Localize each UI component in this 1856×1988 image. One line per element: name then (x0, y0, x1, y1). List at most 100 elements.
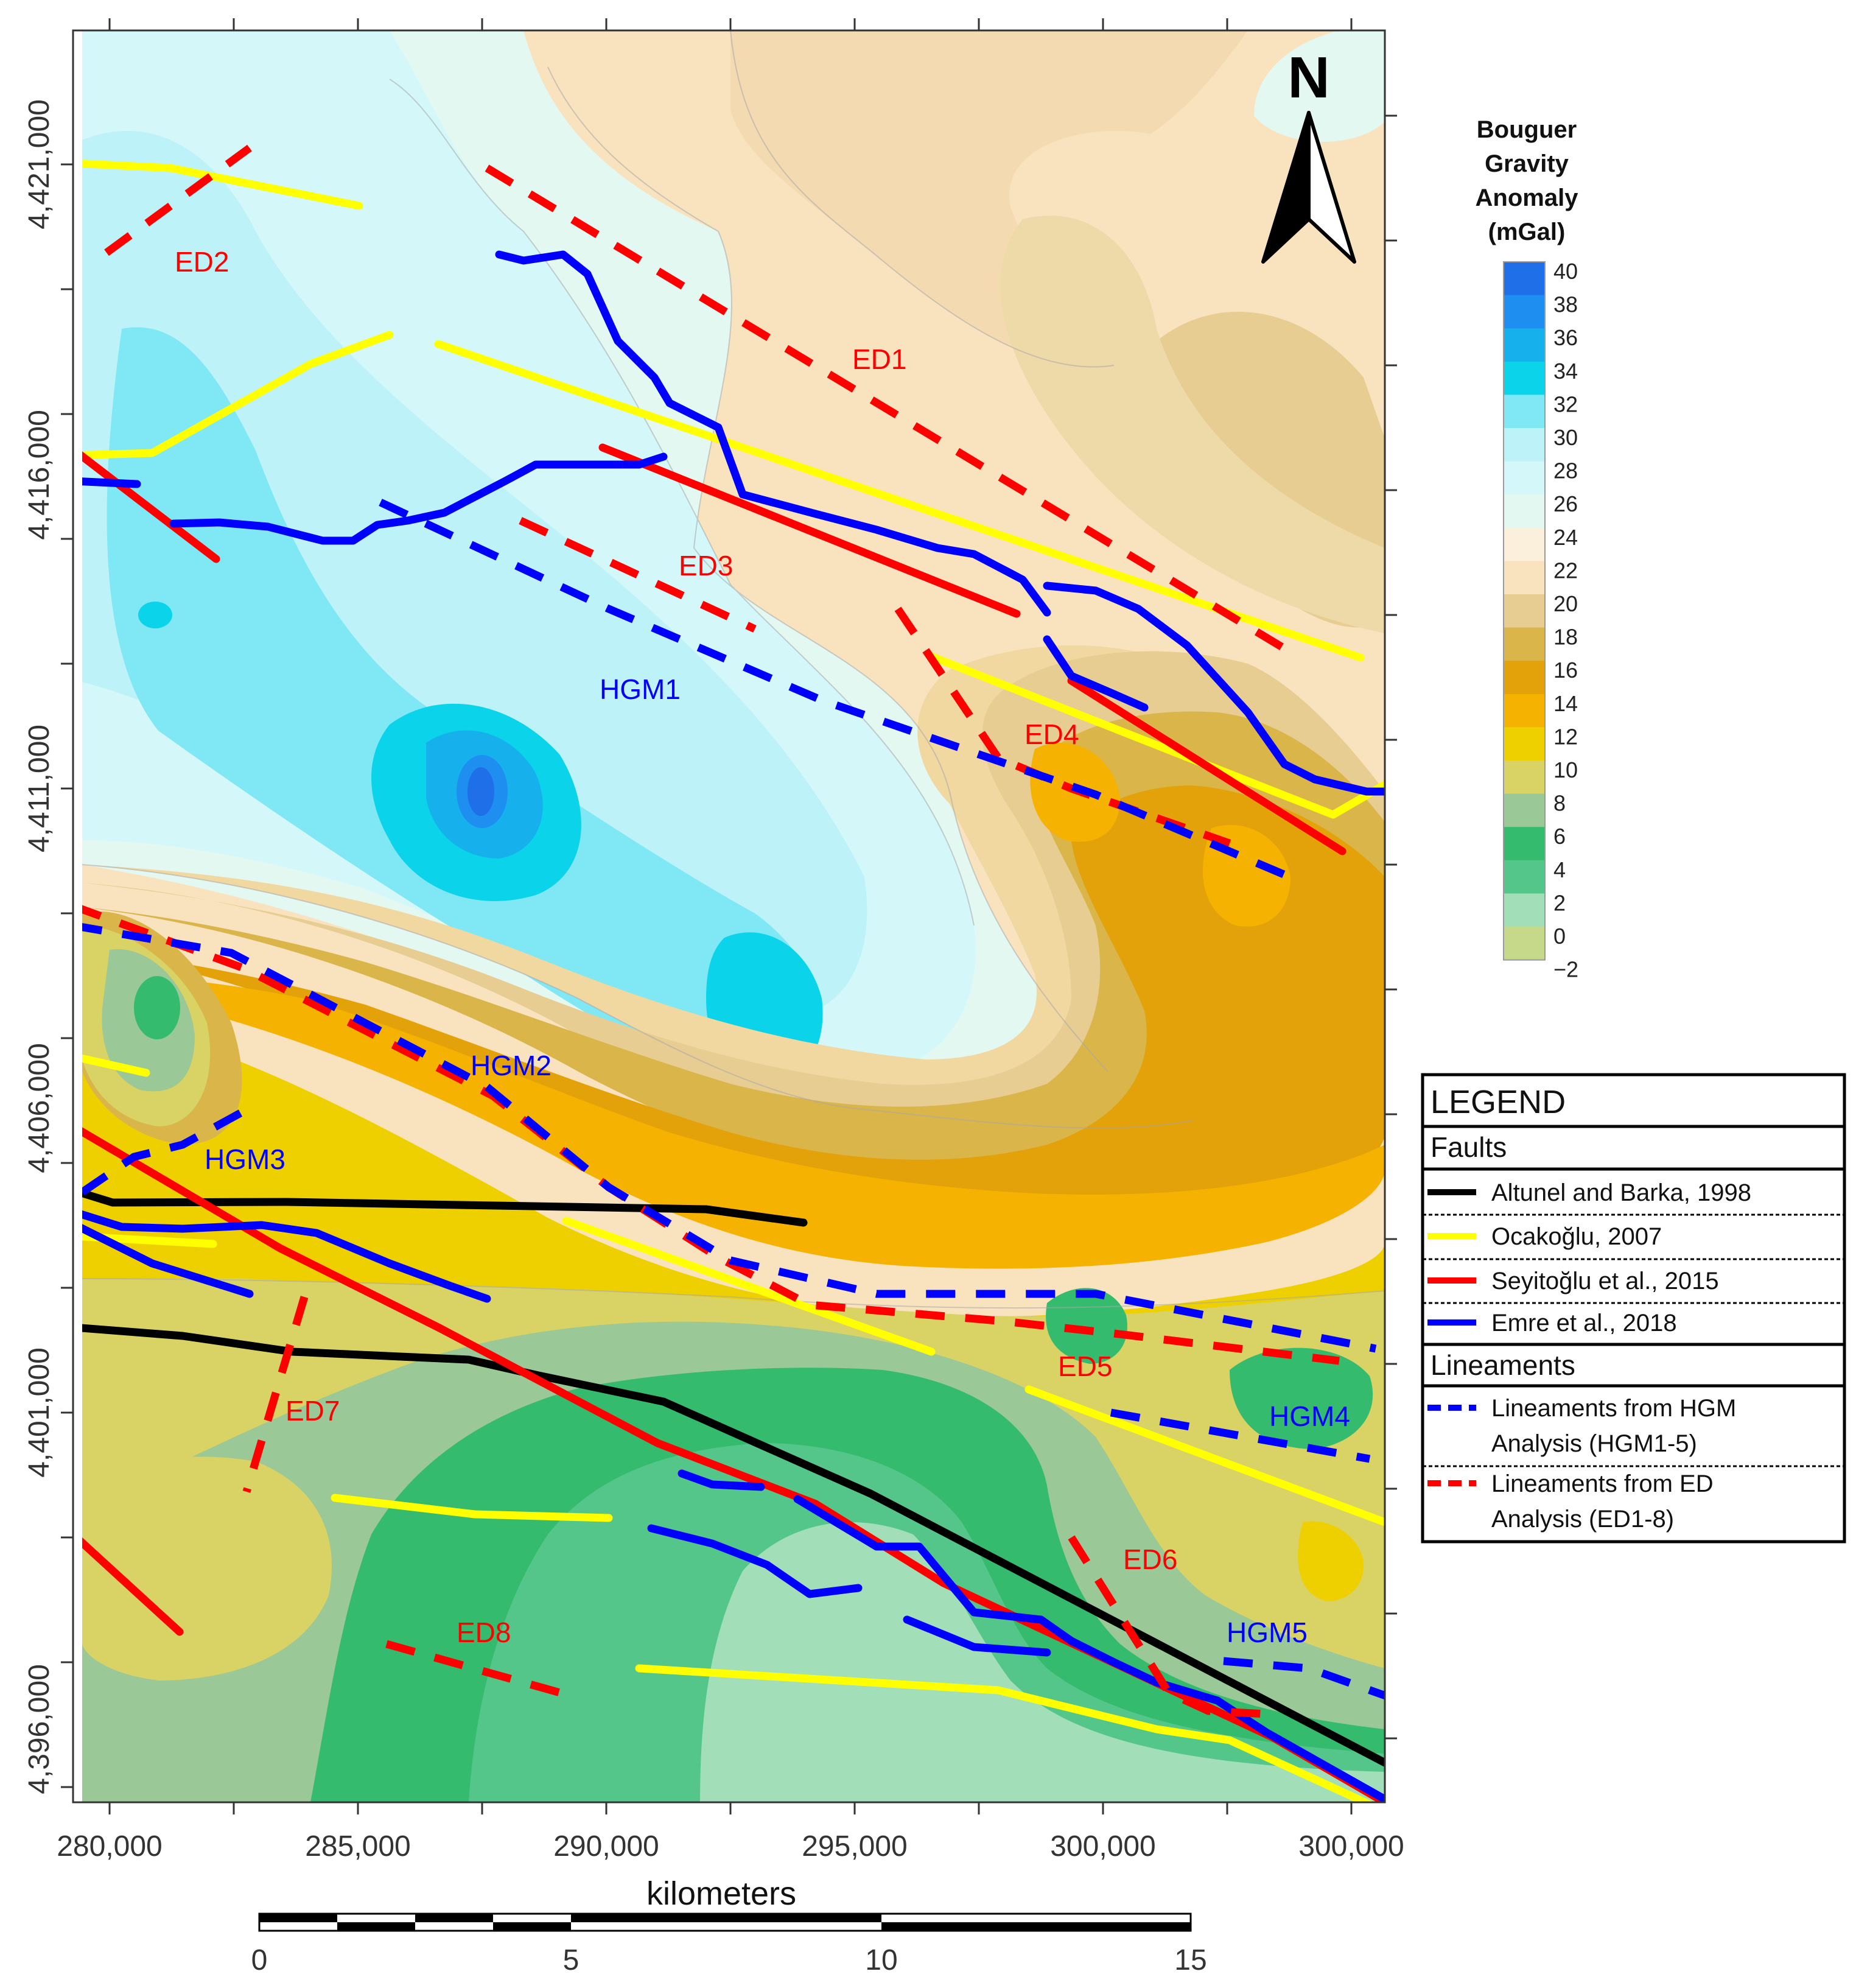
lineament-hgm4 (1110, 1408, 1371, 1463)
colorbar-label: 18 (1553, 625, 1578, 650)
colorbar-label: 38 (1553, 292, 1578, 317)
legend-faults-header: Faults (1431, 1131, 1507, 1163)
colorbar-swatch (1504, 927, 1545, 961)
lineament-ed3 (519, 517, 757, 633)
x-tick-label: 300,000 (1050, 1830, 1156, 1863)
colorbar-label: 22 (1553, 558, 1578, 583)
legend-lineament-label: Analysis (ED1-8) (1491, 1506, 1674, 1533)
label-hgm3: HGM3 (205, 1143, 285, 1175)
legend-fault-label: Altunel and Barka, 1998 (1491, 1179, 1751, 1206)
colorbar-title-line: Gravity (1485, 150, 1569, 177)
colorbar-label: 8 (1553, 791, 1566, 816)
colorbar-title-line: Bouguer (1477, 116, 1577, 143)
lineament-hgm2 (82, 922, 1377, 1353)
colorbar-swatch (1504, 694, 1545, 728)
colorbar-swatch (1504, 860, 1545, 894)
x-tick-label: 290,000 (553, 1830, 659, 1863)
y-tick-label: 4,411,000 (23, 725, 55, 852)
lineament-ed8 (385, 1640, 561, 1697)
colorbar-swatches (1503, 261, 1546, 961)
scale-label: 10 (865, 1944, 897, 1976)
axis-ticks (61, 18, 1397, 1814)
lineament-hgm5 (1223, 1657, 1385, 1700)
legend-fault-label: Ocakoğlu, 2007 (1491, 1223, 1662, 1250)
label-ed8: ED8 (457, 1617, 511, 1648)
lineaments-ed (82, 144, 1340, 1718)
colorbar: Bouguer Gravity Anomaly (mGal) 403836343… (1476, 116, 1579, 982)
legend-lineament-label: Lineaments from HGM (1491, 1395, 1736, 1422)
colorbar-swatch (1504, 395, 1545, 429)
legend-lineament-label: Analysis (HGM1-5) (1491, 1430, 1697, 1457)
colorbar-swatch (1504, 262, 1545, 296)
legend-fault-label: Seyitoğlu et al., 2015 (1491, 1268, 1719, 1294)
label-ed5: ED5 (1058, 1351, 1112, 1382)
colorbar-label: −2 (1553, 957, 1578, 982)
x-tick-label: 300,000 (1298, 1830, 1404, 1863)
x-tick-label: 295,000 (802, 1830, 908, 1863)
lineament-ed5 (82, 905, 1340, 1365)
lineament-ed6 (1068, 1535, 1267, 1718)
lineaments-hgm (82, 499, 1385, 1700)
label-ed1: ED1 (852, 343, 906, 375)
x-axis-title: kilometers (646, 1875, 796, 1912)
colorbar-swatch (1504, 594, 1545, 628)
colorbar-label: 16 (1553, 658, 1578, 683)
y-tick-labels: 4,421,000 4,416,000 4,411,000 4,406,000 … (23, 99, 55, 1794)
y-tick-label: 4,401,000 (23, 1347, 55, 1478)
colorbar-label: 2 (1553, 890, 1566, 915)
colorbar-swatch (1504, 295, 1545, 329)
colorbar-border (1503, 261, 1546, 961)
colorbar-swatch (1504, 561, 1545, 595)
colorbar-label: 34 (1553, 359, 1578, 384)
x-tick-labels: 280,000 285,000 290,000 295,000 300,000 … (57, 1830, 1404, 1863)
label-ed7: ED7 (285, 1395, 340, 1427)
colorbar-label: 32 (1553, 392, 1578, 416)
colorbar-label: 4 (1553, 857, 1566, 882)
north-arrow: N (1261, 45, 1356, 264)
colorbar-swatch (1504, 461, 1545, 495)
x-tick-label: 285,000 (305, 1830, 411, 1863)
colorbar-swatch (1504, 661, 1545, 695)
colorbar-label: 40 (1553, 259, 1578, 284)
y-tick-label: 4,406,000 (23, 1043, 55, 1173)
colorbar-swatch (1504, 527, 1545, 561)
legend-fault-label: Emre et al., 2018 (1491, 1310, 1677, 1336)
faults-seyitoglu-2015 (82, 443, 1385, 1802)
label-ed6: ED6 (1123, 1544, 1177, 1575)
faults-emre-2018 (82, 250, 1385, 1802)
colorbar-swatch (1504, 893, 1545, 927)
colorbar-label: 20 (1553, 591, 1578, 616)
colorbar-swatch (1504, 793, 1545, 827)
fault-lines (82, 160, 1385, 1802)
scale-label: 5 (563, 1944, 580, 1976)
lineament-ed1 (485, 164, 1287, 652)
y-tick-label: 4,396,000 (23, 1664, 55, 1794)
scale-label: 15 (1174, 1944, 1206, 1976)
faults-altunel-barka-1998 (82, 1189, 1385, 1767)
colorbar-label: 10 (1553, 757, 1578, 782)
lineaments (82, 144, 1385, 1718)
colorbar-swatch (1504, 428, 1545, 462)
lineament-ed7 (242, 1296, 309, 1493)
scale-label: 0 (251, 1944, 268, 1976)
colorbar-swatch (1504, 760, 1545, 795)
legend-lineaments-header: Lineaments (1431, 1349, 1575, 1381)
label-ed4: ED4 (1024, 718, 1079, 750)
colorbar-title-line: (mGal) (1488, 219, 1566, 245)
label-ed2: ED2 (175, 246, 229, 278)
label-hgm2: HGM2 (471, 1050, 552, 1081)
colorbar-label: 30 (1553, 425, 1578, 450)
colorbar-label: 6 (1553, 824, 1566, 849)
legend: LEGEND Faults Altunel and Barka, 1998 Oc… (1421, 1073, 1846, 1544)
scale-bar: 0 5 10 15 (251, 1912, 1207, 1976)
label-hgm1: HGM1 (600, 673, 681, 705)
colorbar-swatch (1504, 827, 1545, 861)
legend-lineament-label: Lineaments from ED (1491, 1470, 1714, 1497)
colorbar-swatch (1504, 627, 1545, 661)
colorbar-swatch (1504, 494, 1545, 529)
north-label: N (1287, 45, 1329, 110)
colorbar-swatch (1504, 328, 1545, 362)
colorbar-label: 14 (1553, 691, 1578, 716)
colorbar-swatch (1504, 727, 1545, 761)
